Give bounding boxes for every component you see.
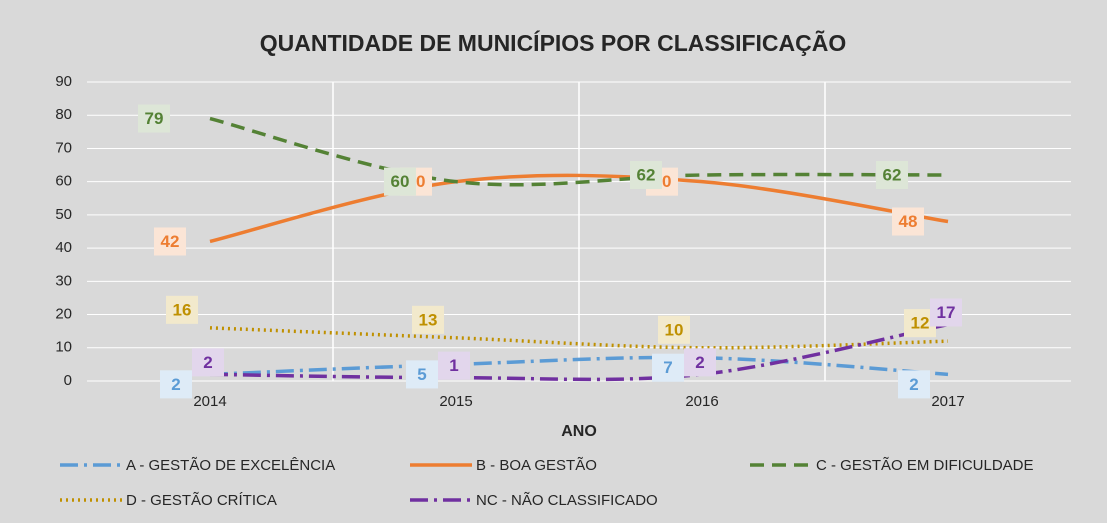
- data-label-tint: [930, 298, 962, 327]
- data-label-text: 7: [663, 358, 672, 377]
- data-label: 62: [630, 161, 662, 190]
- data-label-text: 2: [203, 353, 212, 372]
- data-label-tint: [652, 353, 684, 382]
- data-label-bg: [166, 295, 198, 324]
- data-label-text: 42: [161, 232, 180, 251]
- data-label-text: 60: [391, 172, 410, 191]
- y-tick-label: 40: [55, 239, 72, 256]
- data-label: 10: [658, 315, 690, 344]
- data-label: 48: [892, 207, 924, 236]
- data-label-tint: [138, 104, 170, 133]
- series-line: [209, 322, 949, 382]
- data-label-tint: [658, 315, 690, 344]
- data-label-bg: [898, 370, 930, 399]
- data-label-text: 17: [937, 303, 956, 322]
- data-label-text: 62: [883, 166, 902, 185]
- legend-label: D - GESTÃO CRÍTICA: [126, 492, 277, 509]
- data-label-text: 2: [909, 375, 918, 394]
- data-label: 13: [412, 305, 444, 334]
- y-tick-label: 60: [55, 173, 72, 190]
- data-label-tint: [438, 351, 470, 380]
- series-line: [209, 173, 949, 244]
- y-tick-label: 10: [55, 339, 72, 356]
- data-label-bg: [876, 161, 908, 190]
- data-label: 42: [154, 227, 186, 256]
- data-label-bg: [412, 305, 444, 334]
- x-tick-label: 2016: [685, 393, 718, 410]
- data-label-bg: [384, 167, 416, 196]
- data-label: 7: [652, 353, 684, 382]
- legend-label: B - BOA GESTÃO: [476, 457, 597, 474]
- data-label-bg: [406, 360, 438, 389]
- data-label: 2: [192, 348, 224, 377]
- data-label-text: 10: [665, 320, 684, 339]
- y-tick-label: 90: [55, 73, 72, 90]
- y-tick-label: 50: [55, 206, 72, 223]
- data-label-bg: [438, 351, 470, 380]
- series-line: [209, 326, 949, 350]
- data-label: 5: [406, 360, 438, 389]
- data-label: 2: [160, 370, 192, 399]
- data-label-bg: [160, 370, 192, 399]
- data-label-text: 48: [899, 212, 918, 231]
- data-label: 79: [138, 104, 170, 133]
- data-label-tint: [412, 305, 444, 334]
- data-label-bg: [652, 353, 684, 382]
- data-label-text: 2: [171, 375, 180, 394]
- x-tick-label: 2017: [931, 393, 964, 410]
- data-label-tint: [630, 161, 662, 190]
- data-label-tint: [876, 161, 908, 190]
- data-label: 17: [930, 298, 962, 327]
- data-label-tint: [892, 207, 924, 236]
- data-label-tint: [154, 227, 186, 256]
- y-tick-label: 30: [55, 272, 72, 289]
- data-label-bg: [930, 298, 962, 327]
- y-tick-label: 0: [64, 372, 72, 389]
- data-label-tint: [192, 348, 224, 377]
- series-line: [209, 355, 949, 377]
- data-label-text: 5: [417, 365, 426, 384]
- data-label-tint: [160, 370, 192, 399]
- data-label-tint: [384, 167, 416, 196]
- data-label: 60: [384, 167, 416, 196]
- data-label-bg: [684, 348, 716, 377]
- data-label-text: 12: [911, 314, 930, 333]
- x-tick-label: 2015: [439, 393, 472, 410]
- data-label-bg: [892, 207, 924, 236]
- chart-title: QUANTIDADE DE MUNICÍPIOS POR CLASSIFICAÇ…: [260, 29, 847, 56]
- legend-label: NC - NÃO CLASSIFICADO: [476, 492, 658, 509]
- data-label-text: 62: [637, 166, 656, 185]
- y-tick-label: 70: [55, 139, 72, 156]
- x-axis-label: ANO: [561, 423, 597, 440]
- data-label-text: 79: [145, 109, 164, 128]
- data-label-bg: [192, 348, 224, 377]
- data-label: 62: [876, 161, 908, 190]
- data-label-bg: [630, 161, 662, 190]
- y-tick-label: 20: [55, 306, 72, 323]
- y-tick-label: 80: [55, 106, 72, 123]
- legend-label: C - GESTÃO EM DIFICULDADE: [816, 457, 1034, 474]
- x-tick-label: 2014: [193, 393, 226, 410]
- data-label-bg: [154, 227, 186, 256]
- data-label: 2: [898, 370, 930, 399]
- data-label-text: 1: [449, 356, 458, 375]
- data-label: 1: [438, 351, 470, 380]
- data-label-tint: [684, 348, 716, 377]
- data-label: 16: [166, 295, 198, 324]
- data-label: 2: [684, 348, 716, 377]
- legend-label: A - GESTÃO DE EXCELÊNCIA: [126, 457, 335, 474]
- data-label-tint: [898, 370, 930, 399]
- data-label-tint: [166, 295, 198, 324]
- data-label-text: 16: [173, 300, 192, 319]
- data-label-bg: [658, 315, 690, 344]
- data-label-text: 2: [695, 353, 704, 372]
- data-label-bg: [138, 104, 170, 133]
- data-label-tint: [406, 360, 438, 389]
- data-label-text: 13: [419, 310, 438, 329]
- series-line: [209, 116, 949, 187]
